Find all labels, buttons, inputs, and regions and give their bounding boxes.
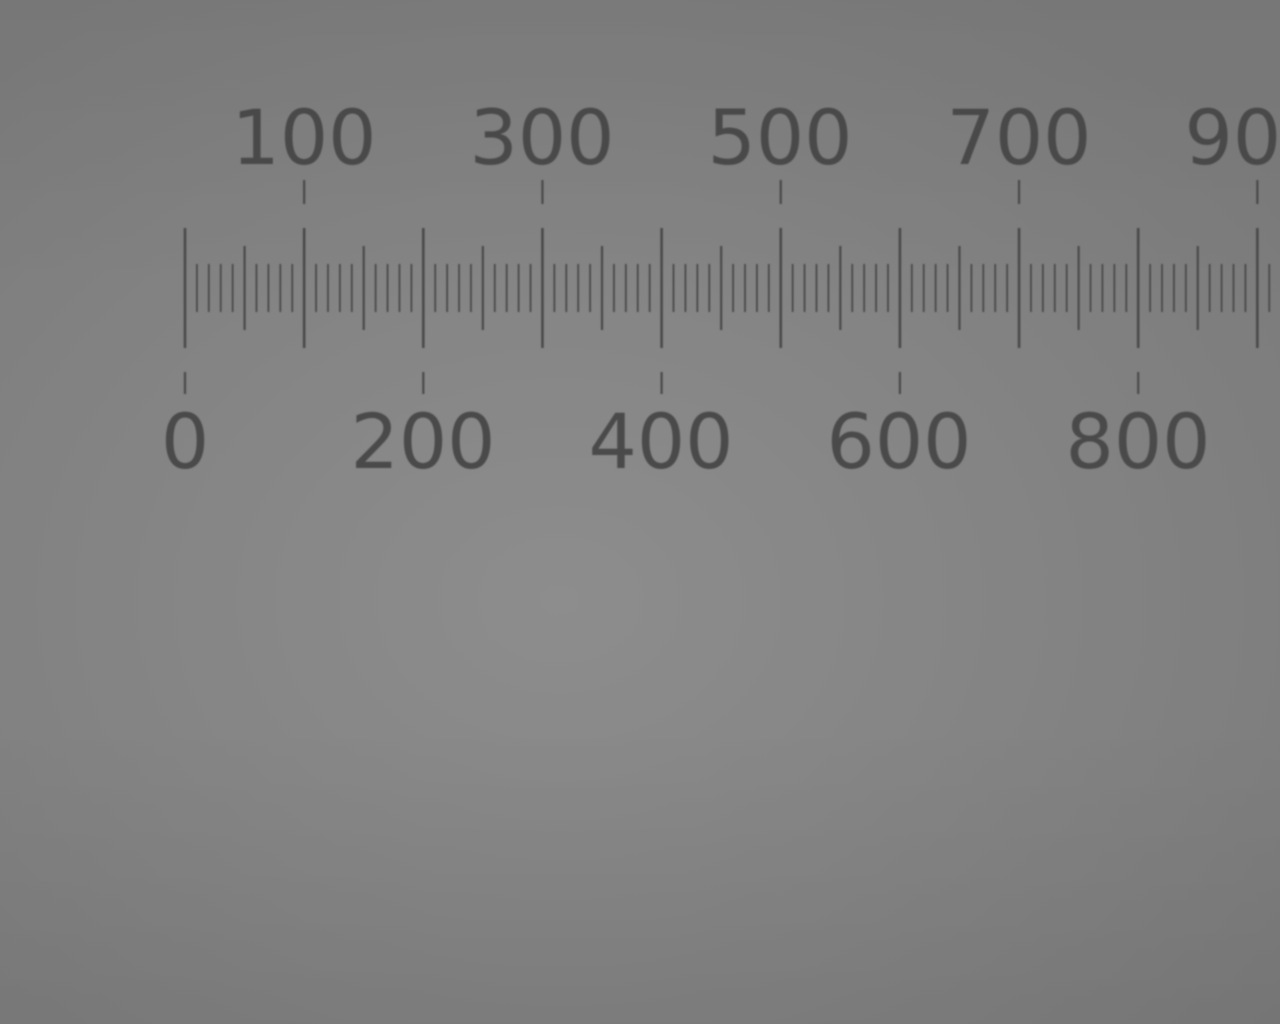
upper-label-100: 100 — [231, 93, 376, 182]
lower-label-400: 400 — [588, 397, 733, 486]
upper-label-700: 700 — [946, 93, 1091, 182]
lower-label-800: 800 — [1065, 397, 1210, 486]
lower-label-0: 0 — [161, 397, 209, 486]
upper-label-500: 500 — [707, 93, 852, 182]
reticle-scale: 100 300 500 700 900 0 200 400 600 800 — [161, 93, 1280, 486]
lower-labels: 0 200 400 600 800 — [161, 397, 1211, 486]
tick-marks — [183, 180, 1271, 394]
lower-label-200: 200 — [350, 397, 495, 486]
lower-label-600: 600 — [826, 397, 971, 486]
upper-label-900: 900 — [1184, 93, 1280, 182]
upper-labels: 100 300 500 700 900 — [231, 93, 1280, 182]
upper-label-300: 300 — [469, 93, 614, 182]
